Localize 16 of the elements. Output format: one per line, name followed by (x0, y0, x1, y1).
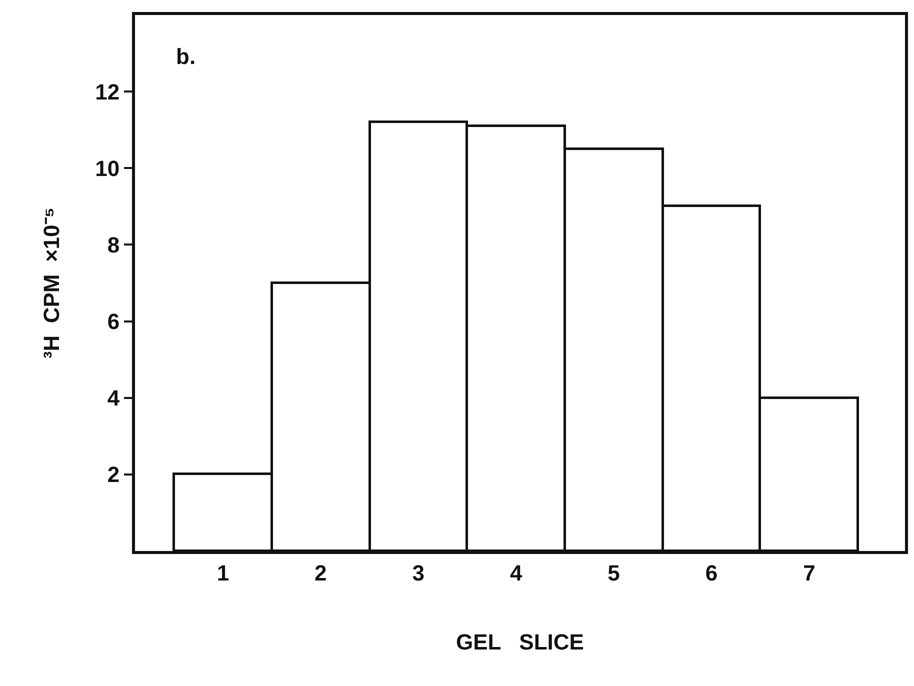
y-tick-label: 2 (107, 462, 120, 488)
x-tick-label: 5 (608, 560, 620, 586)
x-tick-label: 6 (705, 560, 718, 586)
x-tick-label: 4 (510, 560, 523, 586)
x-tick-label: 3 (412, 560, 425, 586)
y-tick-label: 12 (95, 79, 120, 104)
x-tick-label: 7 (803, 560, 816, 586)
y-tick-label: 6 (107, 308, 120, 334)
annotation: b. (176, 44, 196, 69)
y-tick-label: 10 (95, 156, 120, 181)
y-tick-label: 8 (107, 232, 120, 258)
x-tick-label: 1 (216, 560, 230, 586)
y-axis-title: ³H CPM ×10⁻⁵ (38, 207, 64, 359)
x-axis-title: GEL SLICE (456, 629, 584, 654)
y-tick-label: 4 (107, 386, 120, 411)
x-tick-label: 2 (314, 560, 327, 586)
